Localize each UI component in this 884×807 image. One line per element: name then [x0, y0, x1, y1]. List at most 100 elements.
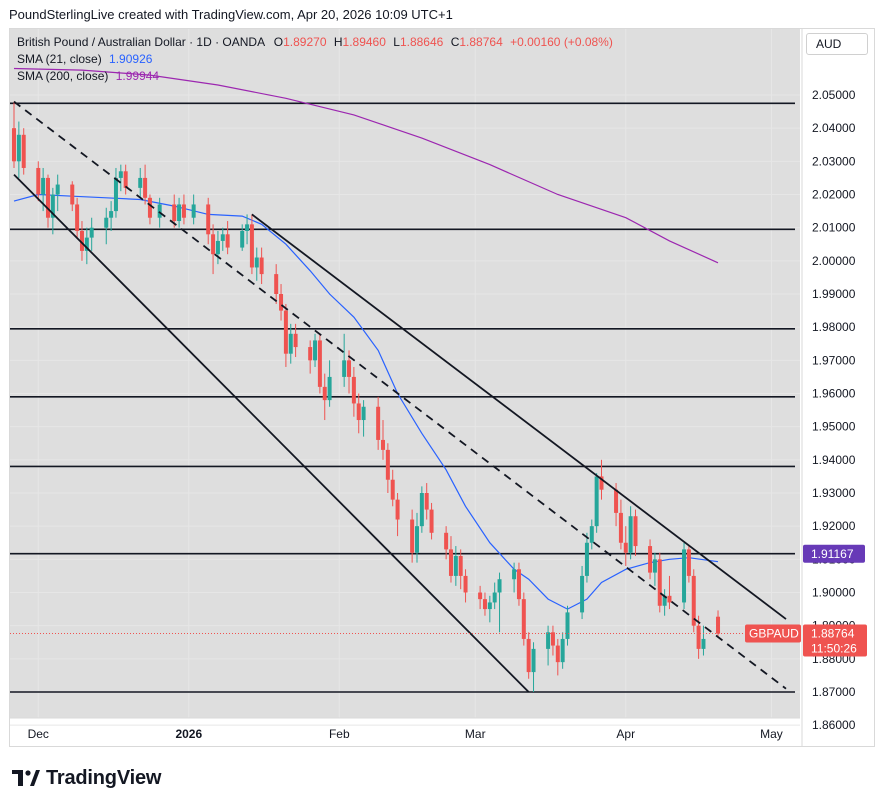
tradingview-brand: TradingView [46, 766, 162, 789]
x-tick-label: Apr [616, 727, 635, 741]
candle-body-up [701, 638, 706, 649]
legend-sma200-label: SMA (200, close) [17, 69, 109, 83]
candle-body-down [279, 294, 284, 311]
candle-body-up [220, 234, 225, 241]
chart-header: PoundSterlingLive created with TradingVi… [9, 7, 453, 22]
candle-body-down [478, 592, 483, 600]
legend-sma21-value: 1.90926 [109, 52, 153, 66]
candle-body-down [448, 549, 453, 576]
candle-body-up [55, 184, 60, 195]
legend-close-label: C [450, 35, 460, 49]
candle-body-up [497, 579, 502, 593]
y-tick-label: 2.03000 [812, 154, 856, 168]
candle-body-down [623, 542, 628, 553]
candle-body-up [254, 257, 259, 268]
y-tick-label: 1.95000 [812, 420, 856, 434]
tradingview-logo-icon [12, 770, 40, 786]
candle-body-down [79, 230, 84, 251]
candle-body-up [565, 612, 570, 639]
y-tick-label: 2.01000 [812, 221, 856, 235]
y-tick-label: 2.00000 [812, 254, 856, 268]
candle-body-up [50, 194, 55, 218]
y-tick-label: 1.90000 [812, 586, 856, 600]
y-tick-label: 1.92000 [812, 519, 856, 533]
candle-body-down [463, 575, 468, 593]
candle-body-up [177, 204, 182, 222]
candle-body-up [41, 177, 46, 195]
legend-sma200-value: 1.99944 [115, 69, 160, 83]
x-tick-label: Mar [465, 727, 486, 741]
candle-body-down [410, 519, 415, 553]
sma200-line [13, 67, 719, 264]
candle-body-down [550, 632, 555, 646]
candle-body-down [123, 171, 128, 188]
candle-body-up [84, 237, 89, 251]
candle-body-down [633, 516, 638, 547]
candle-body-down [347, 360, 352, 377]
last-price-badge [803, 624, 867, 657]
candle-body-down [322, 386, 327, 401]
candle-body-up [628, 516, 633, 553]
y-tick-label: 1.94000 [812, 453, 856, 467]
last-price-value: 1.88764 [811, 626, 855, 640]
candle-body-up [580, 575, 585, 613]
currency-selector[interactable]: AUD [806, 33, 868, 55]
level-badge [803, 544, 865, 563]
x-tick-label: Dec [28, 727, 49, 741]
candle-body-down [376, 406, 381, 440]
y-tick-label: 1.87000 [812, 685, 856, 699]
candle-body-down [526, 638, 531, 673]
candle-body-up [104, 217, 109, 228]
candle-body-down [259, 257, 264, 275]
candle-body-up [531, 648, 536, 673]
candle-body-up [240, 230, 245, 248]
candle-body-down [143, 177, 148, 198]
candle-body-down [555, 645, 560, 663]
y-tick-label: 1.86000 [812, 718, 856, 732]
legend-open-label: O [273, 35, 284, 49]
candle-body-down [381, 439, 386, 450]
legend-sma200-row: SMA (200, close) 1.99944 [17, 68, 159, 84]
candle-body-up [361, 406, 366, 421]
candle-body-up [313, 340, 318, 361]
candle-body-up [584, 542, 589, 576]
candle-body-down [691, 575, 696, 626]
trendline-dashed [13, 100, 787, 690]
candle-body-up [652, 559, 657, 573]
candle-body-down [172, 204, 177, 222]
y-tick-label: 1.99000 [812, 287, 856, 301]
candle-body-down [696, 625, 701, 649]
candle-body-down [390, 479, 395, 500]
candle-body-down [458, 556, 463, 576]
candle-body-down [482, 599, 487, 610]
candle-body-down [516, 569, 521, 600]
chart-frame [9, 28, 875, 747]
candle-body-down [70, 184, 75, 205]
candle-body-down [667, 595, 672, 603]
candle-body-down [274, 274, 279, 294]
x-tick-label: 2026 [175, 727, 202, 741]
candle-body-down [225, 234, 230, 248]
candle-body-up [682, 549, 687, 603]
candle-body-up [113, 177, 118, 212]
candle-body-down [317, 340, 322, 387]
legend-high: 1.89460 [342, 35, 386, 49]
candle-body-up [191, 204, 196, 218]
candle-body-down [657, 559, 662, 606]
legend-symbol: British Pound / Australian Dollar · 1D ·… [17, 35, 265, 49]
candle-body-down [36, 167, 41, 195]
candle-body-up [662, 595, 667, 606]
candle-body-down [424, 493, 429, 510]
candle-body-down [618, 512, 623, 543]
trendline-solid [13, 173, 530, 693]
legend-high-label: H [333, 35, 343, 49]
candle-body-up [157, 204, 162, 218]
candle-body-up [215, 240, 220, 255]
candle-body-down [648, 546, 653, 573]
y-tick-label: 1.93000 [812, 486, 856, 500]
tradingview-logo[interactable]: TradingView [12, 765, 161, 791]
y-tick-label: 1.96000 [812, 387, 856, 401]
candle-body-down [249, 224, 254, 268]
candle-body-up [118, 171, 123, 178]
